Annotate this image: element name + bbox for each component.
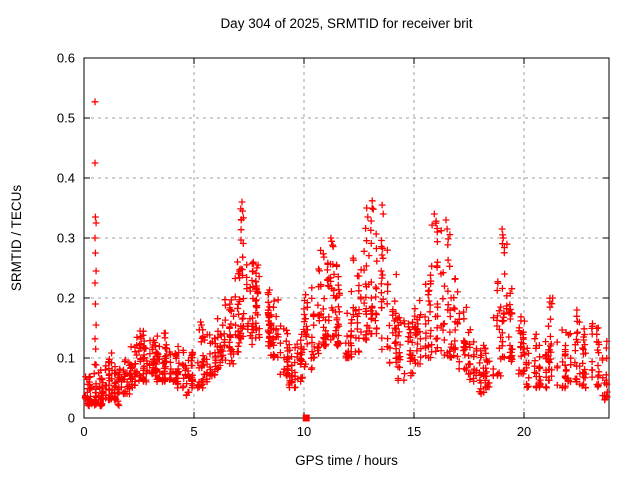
y-tick-label: 0.4 <box>57 171 75 186</box>
y-tick-label: 0.2 <box>57 291 75 306</box>
x-tick-label: 15 <box>407 424 421 439</box>
x-axis-label: GPS time / hours <box>295 453 398 468</box>
y-tick-label: 0.3 <box>57 231 75 246</box>
y-tick-label: 0.5 <box>57 111 75 126</box>
x-tick-label: 0 <box>80 424 87 439</box>
x-tick-label: 20 <box>517 424 531 439</box>
y-tick-label: 0.6 <box>57 51 75 66</box>
square-point-flagged-epoch <box>302 414 310 422</box>
x-tick-label: 10 <box>297 424 311 439</box>
y-tick-label: 0.1 <box>57 351 75 366</box>
scatter-points-SRMTID <box>81 98 611 410</box>
x-tick-label: 5 <box>190 424 197 439</box>
plot-border <box>83 57 610 419</box>
chart-title: Day 304 of 2025, SRMTID for receiver bri… <box>220 16 473 31</box>
y-tick-label: 0 <box>68 411 75 426</box>
